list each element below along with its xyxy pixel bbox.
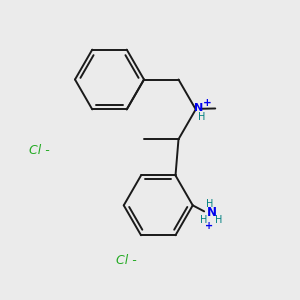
Text: H: H: [206, 199, 213, 209]
Text: Cl -: Cl -: [116, 254, 136, 268]
Text: +: +: [205, 221, 213, 231]
Text: N: N: [194, 103, 203, 113]
Text: +: +: [203, 98, 212, 108]
Text: H: H: [198, 112, 206, 122]
Text: Cl -: Cl -: [28, 143, 50, 157]
Text: H: H: [200, 215, 208, 225]
Text: H: H: [214, 215, 222, 225]
Text: N: N: [207, 206, 217, 219]
